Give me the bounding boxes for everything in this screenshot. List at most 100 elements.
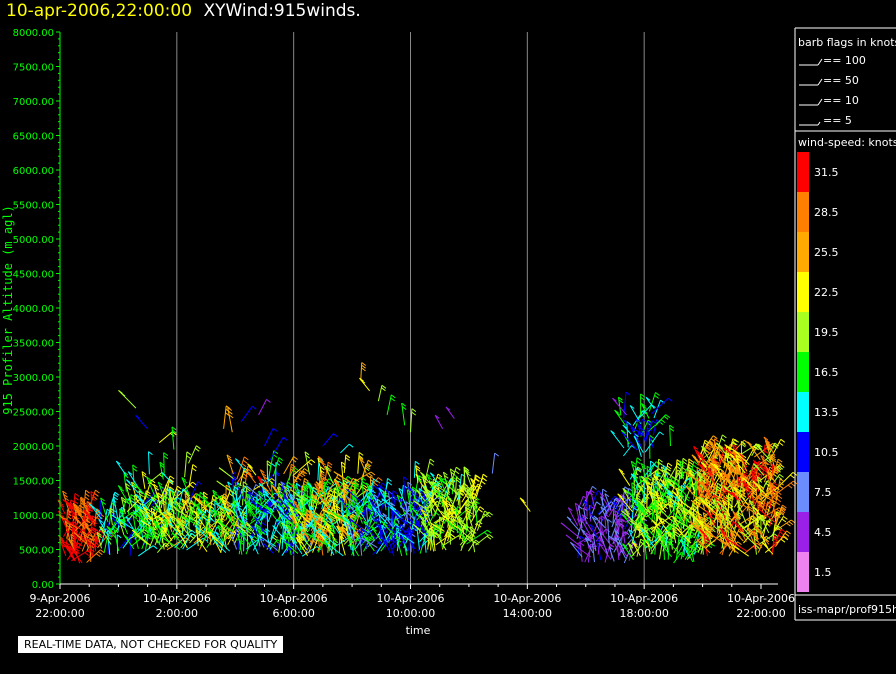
barb-flag (144, 529, 149, 534)
barb-staff (259, 488, 263, 511)
barb-flag (116, 534, 122, 539)
barb-flag (245, 521, 251, 526)
barb-staff (72, 529, 82, 544)
barb-flag (194, 497, 200, 502)
wind-barb (250, 503, 267, 516)
barb-flag (99, 526, 104, 530)
barb-flag (79, 504, 84, 509)
barb-flag (182, 500, 187, 505)
barb-flag (139, 509, 144, 513)
barb-flag (145, 509, 150, 514)
barb-flag (68, 547, 73, 552)
barb-flag (169, 514, 174, 519)
barb-flag (198, 499, 203, 504)
wind-barb (263, 538, 279, 551)
barb-flag (76, 519, 82, 524)
barb-flag (143, 506, 148, 511)
barb-flag (345, 457, 350, 462)
barb-flag (72, 515, 78, 520)
wind-barb (227, 481, 238, 506)
wind-barb (138, 545, 158, 557)
wind-barb (196, 497, 209, 512)
barb-flag (239, 526, 244, 531)
barb-flag (202, 495, 207, 500)
barb-flag (176, 516, 182, 521)
barb-flag (258, 492, 264, 497)
wind-barb (589, 490, 603, 509)
wind-barb (115, 460, 127, 477)
barb-flag (345, 454, 351, 459)
barb-flag (165, 514, 170, 519)
barb-flag (212, 508, 218, 513)
wind-barb (160, 535, 181, 550)
wind-barb (135, 493, 146, 507)
barb-staff (248, 534, 259, 555)
wind-barb (163, 452, 169, 474)
barb-flag (250, 500, 255, 505)
barb-staff (243, 531, 245, 552)
barb-flag (597, 490, 603, 495)
barb-flag (250, 505, 256, 510)
wind-barb (249, 484, 261, 500)
barb-flag (116, 460, 121, 465)
barb-flag (125, 482, 130, 487)
barb-flag (193, 510, 198, 514)
wind-barb (214, 531, 225, 546)
barb-flag (157, 481, 163, 486)
barb-flag (95, 553, 101, 557)
barb-flag (175, 519, 181, 524)
barb-flag (182, 479, 188, 484)
barb-flag (89, 537, 95, 542)
barb-flag (134, 532, 140, 536)
wind-barb (171, 532, 184, 545)
wind-barbs (57, 362, 798, 564)
barb-flag (365, 474, 371, 479)
barb-flag (97, 534, 102, 539)
barb-staff (148, 451, 150, 475)
barb-flag (85, 489, 90, 494)
barb-flag (239, 531, 245, 535)
barb-flag (84, 523, 89, 528)
wind-barb (125, 479, 139, 494)
wind-barb (131, 529, 151, 546)
wind-barb (181, 515, 198, 526)
barb-flag (107, 527, 113, 532)
barb-flag (326, 480, 332, 485)
wind-barb (86, 549, 105, 563)
barb-flag (230, 502, 236, 507)
barb-flag (207, 532, 212, 537)
barb-flag (136, 519, 142, 524)
wind-barb (246, 503, 262, 525)
barb-flag (136, 486, 142, 491)
barb-flag (59, 537, 65, 542)
barb-flag (227, 516, 233, 520)
barb-flag (125, 536, 130, 541)
wind-barb (181, 498, 187, 513)
wind-barb (132, 512, 138, 537)
barb-flag (307, 461, 313, 466)
barb-flag (153, 483, 158, 488)
barb-flag (251, 525, 256, 530)
barb-staff (284, 543, 295, 554)
barb-flag (75, 550, 80, 555)
barb-flag (377, 477, 383, 482)
barb-flag (65, 524, 71, 529)
barb-flag (228, 492, 234, 497)
barb-flag (479, 506, 485, 511)
barb-flag (155, 523, 161, 528)
wind-barb (238, 507, 249, 532)
barb-flag (132, 467, 138, 472)
barb-flag (195, 512, 200, 517)
barb-flag (159, 517, 164, 522)
barb-flag (482, 473, 488, 478)
barb-flag (88, 534, 94, 538)
barb-flag (254, 516, 259, 521)
barb-flag (242, 510, 247, 515)
chart-title-bar: 10-apr-2006,22:00:00 XYWind:915winds. (6, 1, 361, 21)
barb-flag (310, 459, 316, 464)
barb-flag (682, 457, 688, 462)
wind-barb (178, 488, 188, 505)
wind-barb (248, 534, 259, 555)
wind-barb (238, 518, 251, 534)
barb-flag (131, 481, 136, 486)
